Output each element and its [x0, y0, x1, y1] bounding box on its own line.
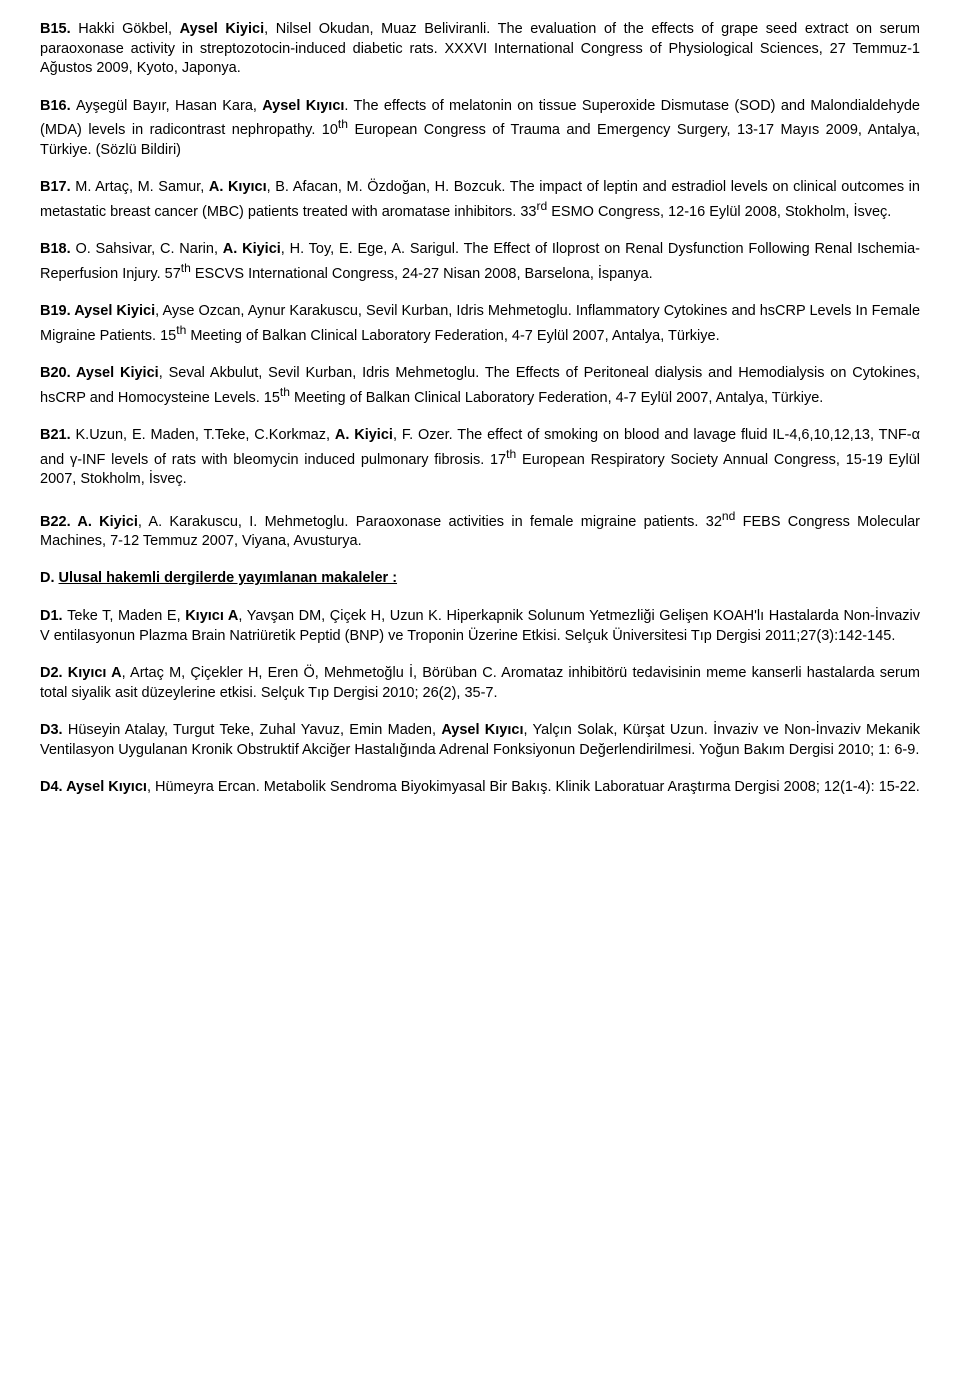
bibliography-entry: D1. Teke T, Maden E, Kıyıcı A, Yavşan DM… — [40, 607, 920, 646]
section-title: Ulusal hakemli dergilerde yayımlanan mak… — [59, 570, 398, 586]
entry-id: B18. — [40, 241, 75, 257]
section-heading-d: D. Ulusal hakemli dergilerde yayımlanan … — [40, 569, 920, 589]
bibliography-entry: B17. M. Artaç, M. Samur, A. Kıyıcı, B. A… — [40, 178, 920, 222]
bibliography-entry: B16. Ayşegül Bayır, Hasan Kara, Aysel Kı… — [40, 97, 920, 161]
section-label: D. — [40, 570, 59, 586]
entry-id: D2. — [40, 665, 68, 681]
entry-id: B16. — [40, 98, 76, 114]
entry-id: B15. — [40, 21, 78, 37]
bibliography-entry: D2. Kıyıcı A, Artaç M, Çiçekler H, Eren … — [40, 664, 920, 703]
ordinal-sup: rd — [536, 199, 547, 213]
entry-id: B17. — [40, 179, 75, 195]
entry-id: D3. — [40, 722, 68, 738]
ordinal-sup: th — [280, 385, 290, 399]
ordinal-sup: nd — [722, 509, 735, 523]
bibliography-entry: B22. A. Kiyici, A. Karakuscu, I. Mehmeto… — [40, 508, 920, 552]
ordinal-sup: th — [181, 261, 191, 275]
ordinal-sup: th — [506, 447, 516, 461]
bibliography-entry: B21. K.Uzun, E. Maden, T.Teke, C.Korkmaz… — [40, 426, 920, 490]
bibliography-entry: B20. Aysel Kiyici, Seval Akbulut, Sevil … — [40, 364, 920, 408]
ordinal-sup: th — [338, 117, 348, 131]
entry-id: D4. — [40, 779, 66, 795]
ordinal-sup: th — [176, 323, 186, 337]
bibliography-entry: D4. Aysel Kıyıcı, Hümeyra Ercan. Metabol… — [40, 778, 920, 798]
bibliography-entry: B19. Aysel Kiyici, Ayse Ozcan, Aynur Kar… — [40, 302, 920, 346]
bibliography-entry: B15. Hakki Gökbel, Aysel Kiyici, Nilsel … — [40, 20, 920, 79]
entry-id: D1. — [40, 608, 67, 624]
entry-id: B22. — [40, 513, 77, 529]
bibliography-entry: D3. Hüseyin Atalay, Turgut Teke, Zuhal Y… — [40, 721, 920, 760]
entry-id: B21. — [40, 427, 76, 443]
entry-id: B19. — [40, 303, 74, 319]
entry-id: B20. — [40, 365, 76, 381]
bibliography-entry: B18. O. Sahsivar, C. Narin, A. Kiyici, H… — [40, 240, 920, 284]
